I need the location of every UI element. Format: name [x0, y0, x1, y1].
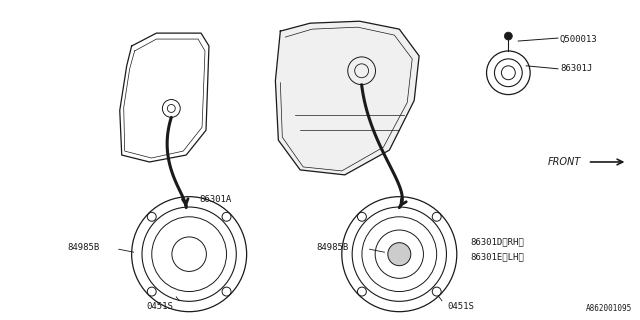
- Text: 86301A: 86301A: [199, 195, 231, 204]
- Circle shape: [388, 243, 411, 266]
- Polygon shape: [275, 21, 419, 175]
- Text: A862001095: A862001095: [586, 304, 632, 313]
- Text: 84985B: 84985B: [67, 243, 99, 252]
- Text: 0451S: 0451S: [147, 302, 173, 311]
- Text: 84985B: 84985B: [316, 243, 348, 252]
- Text: FRONT: FRONT: [547, 157, 580, 167]
- Text: Q500013: Q500013: [560, 35, 598, 44]
- Text: 0451S: 0451S: [447, 302, 474, 311]
- Text: 86301E〈LH〉: 86301E〈LH〉: [470, 253, 524, 262]
- Text: 86301D〈RH〉: 86301D〈RH〉: [470, 238, 524, 247]
- Circle shape: [504, 32, 512, 40]
- Text: 86301J: 86301J: [560, 64, 592, 73]
